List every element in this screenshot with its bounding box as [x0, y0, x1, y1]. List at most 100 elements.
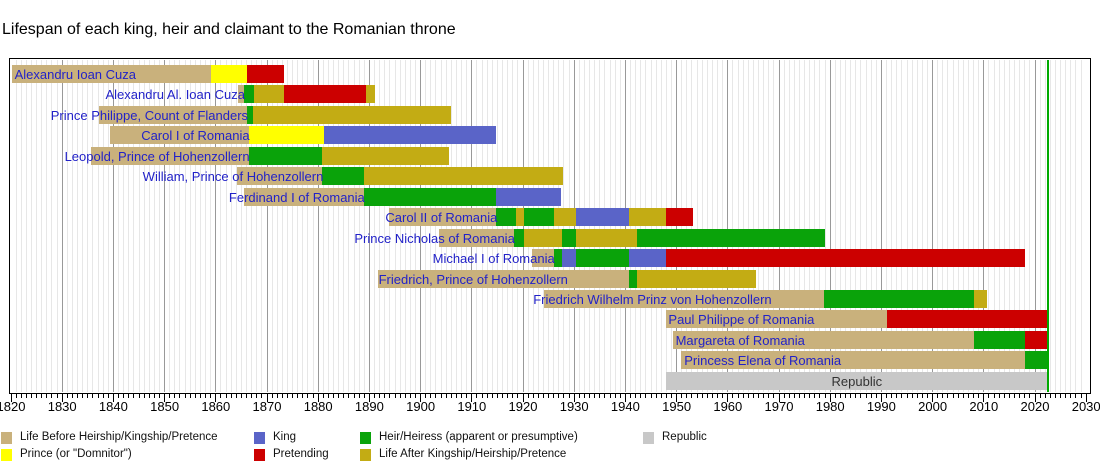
gridline-year: [363, 60, 365, 392]
person-label[interactable]: Ferdinand I of Romania: [228, 189, 365, 205]
bar-segment-after: [366, 85, 375, 104]
axis-tick-minor: [839, 393, 841, 398]
person-label[interactable]: Leopold, Prince of Hohenzollern: [64, 148, 250, 164]
axis-tick-minor: [1065, 393, 1067, 398]
axis-tick-minor: [374, 393, 376, 398]
axis-tick-minor: [962, 393, 964, 398]
bar-segment-after: [637, 269, 757, 288]
gridline-year: [20, 60, 22, 392]
axis-tick-label: 2020: [1020, 399, 1050, 414]
axis-tick-minor: [389, 393, 391, 398]
gridline-year: [758, 60, 760, 392]
gridline-year: [967, 60, 969, 392]
person-label[interactable]: Prince Philippe, Count of Flanders: [50, 107, 249, 123]
axis-tick-minor: [824, 393, 826, 398]
axis-tick-minor: [804, 393, 806, 398]
axis-tick-minor: [179, 393, 181, 398]
axis-tick-major: [573, 393, 575, 402]
gridline-year: [327, 60, 329, 392]
person-label[interactable]: Alexandru Al. Ioan Cuza: [105, 87, 245, 103]
gridline-year: [742, 60, 744, 392]
axis-tick-minor: [701, 393, 703, 398]
axis-tick-minor: [358, 393, 360, 398]
axis-tick-minor: [660, 393, 662, 398]
gridline-year: [1060, 60, 1062, 392]
person-label[interactable]: Alexandru Ioan Cuza: [14, 67, 136, 82]
axis-tick-label: 2000: [918, 399, 948, 414]
axis-tick-minor: [189, 393, 191, 398]
gridline-year: [220, 60, 222, 392]
person-label[interactable]: Princess Elena of Romania: [684, 353, 842, 369]
axis-tick-minor: [758, 393, 760, 398]
gridline-year: [322, 60, 324, 392]
gridline-year: [87, 60, 89, 392]
gridline-year: [942, 60, 944, 392]
person-label[interactable]: Carol I of Romania: [141, 128, 250, 144]
gridline-year: [1070, 60, 1072, 392]
gridline-year: [875, 60, 877, 392]
axis-tick-minor: [926, 393, 928, 398]
gridline-year: [148, 60, 150, 392]
gridline-year: [865, 60, 867, 392]
legend-label-after: Life After Kingship/Heirship/Pretence: [379, 448, 567, 460]
bar-segment-before: [532, 249, 554, 268]
bar-segment-after: [973, 289, 988, 308]
axis-tick-major: [932, 393, 934, 402]
axis-tick-minor: [1060, 393, 1062, 398]
gridline-year: [896, 60, 898, 392]
gridline-year: [374, 60, 376, 392]
legend-label-republic: Republic: [662, 431, 707, 443]
axis-tick-minor: [558, 393, 560, 398]
axis-tick-minor: [722, 393, 724, 398]
axis-tick-minor: [307, 393, 309, 398]
person-label[interactable]: Margareta of Romania: [675, 332, 805, 348]
gridline-year: [747, 60, 749, 392]
axis-tick-minor: [1049, 393, 1051, 398]
axis-tick-minor: [476, 393, 478, 398]
bar-segment-pretending: [666, 208, 694, 227]
axis-tick-minor: [1080, 393, 1082, 398]
axis-tick-minor: [281, 393, 283, 398]
axis-tick-minor: [737, 393, 739, 398]
gridline-year: [978, 60, 980, 392]
axis-tick-minor: [850, 393, 852, 398]
bar-segment-heir: [561, 228, 577, 247]
gridline-year: [793, 60, 795, 392]
gridline-year: [97, 60, 99, 392]
axis-tick-minor: [655, 393, 657, 398]
person-label[interactable]: Paul Philippe of Romania: [668, 312, 815, 328]
person-label[interactable]: Michael I of Romania: [432, 251, 555, 267]
person-label[interactable]: Carol II of Romania: [385, 210, 498, 226]
gridline-year: [36, 60, 38, 392]
axis-tick-minor: [1070, 393, 1072, 398]
axis-tick-minor: [425, 393, 427, 398]
axis-tick-minor: [51, 393, 53, 398]
legend-label-king: King: [273, 431, 297, 443]
person-label[interactable]: Prince Nicholas of Romania: [354, 230, 515, 246]
bar-segment-heir: [496, 208, 517, 227]
gridline-decade: [1034, 60, 1036, 392]
axis-tick-minor: [681, 393, 683, 398]
axis-tick-minor: [409, 393, 411, 398]
gridline-year: [1019, 60, 1021, 392]
axis-tick-minor: [97, 393, 99, 398]
axis-tick-minor: [553, 393, 555, 398]
axis-tick-label: 1890: [354, 399, 384, 414]
gridline-year: [189, 60, 191, 392]
axis-tick-minor: [1019, 393, 1021, 398]
gridline-year: [348, 60, 350, 392]
axis-tick-minor: [82, 393, 84, 398]
axis-tick-label: 1850: [150, 399, 180, 414]
bar-segment-before: [672, 330, 974, 349]
axis-tick-minor: [773, 393, 775, 398]
axis-tick-minor: [30, 393, 32, 398]
person-label[interactable]: William, Prince of Hohenzollern: [142, 169, 324, 185]
axis-tick-minor: [665, 393, 667, 398]
gridline-decade: [266, 60, 268, 392]
axis-tick-minor: [435, 393, 437, 398]
gridline-year: [82, 60, 84, 392]
axis-tick-minor: [886, 393, 888, 398]
person-label[interactable]: Friedrich Wilhelm Prinz von Hohenzollern: [533, 291, 772, 307]
person-label[interactable]: Friedrich, Prince of Hohenzollern: [378, 271, 568, 287]
gridline-year: [210, 60, 212, 392]
